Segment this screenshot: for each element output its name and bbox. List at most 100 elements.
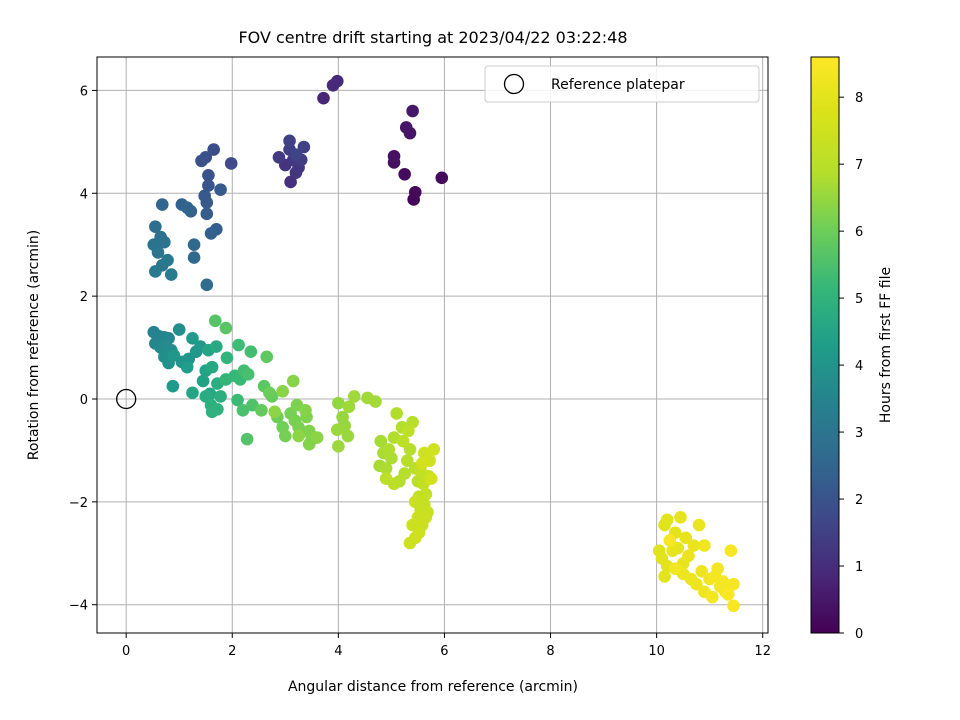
x-tick-label: 6 [440, 644, 448, 659]
data-point [241, 368, 255, 381]
data-point [151, 246, 165, 259]
x-tick-label: 0 [122, 644, 130, 659]
data-point [276, 384, 289, 398]
data-point [161, 253, 174, 267]
data-point [408, 185, 422, 199]
data-point [200, 278, 214, 292]
colorbar-tick-label: 7 [855, 158, 863, 173]
data-point [332, 396, 345, 410]
data-point [399, 121, 413, 134]
data-point [347, 390, 361, 403]
data-point [415, 456, 429, 470]
data-point [330, 423, 344, 437]
data-point [186, 386, 199, 400]
data-point [427, 443, 441, 456]
data-point [724, 544, 738, 558]
y-tick-label: 0 [80, 393, 88, 408]
data-point [682, 549, 695, 563]
data-point [687, 539, 701, 552]
data-point [155, 198, 169, 211]
data-point [379, 462, 393, 475]
data-point [187, 238, 201, 252]
data-point [666, 544, 679, 558]
data-point [403, 443, 417, 456]
data-point [204, 227, 218, 240]
colorbar-tick-label: 2 [855, 493, 863, 508]
data-point [424, 472, 438, 486]
data-point [214, 390, 227, 403]
data-point [149, 265, 162, 278]
data-point [286, 374, 300, 388]
data-point [149, 220, 162, 234]
data-point [205, 360, 219, 374]
data-point [207, 143, 220, 156]
legend-label: Reference platepar [551, 77, 685, 93]
y-tick-label: 2 [80, 290, 88, 305]
data-point [727, 577, 740, 591]
data-point [382, 443, 396, 456]
data-point [679, 531, 693, 545]
data-point [180, 360, 194, 374]
reference-platepar-marker [116, 388, 137, 410]
colorbar-tick-label: 5 [855, 292, 863, 307]
data-point [272, 150, 286, 164]
data-point [208, 314, 222, 328]
colorbar-ticks: 0 1 2 3 4 5 6 7 8 [839, 91, 863, 642]
data-point [195, 154, 208, 168]
data-point [369, 395, 382, 408]
y-tick-label: 6 [80, 84, 88, 99]
legend: Reference platepar [484, 65, 760, 103]
data-point [330, 74, 344, 88]
data-point [317, 91, 330, 105]
legend-box [484, 65, 760, 103]
data-point [180, 201, 194, 214]
data-point [220, 351, 234, 365]
data-point [403, 536, 417, 550]
colorbar-tick-label: 8 [855, 91, 863, 106]
data-point [263, 386, 276, 400]
data-point [706, 590, 719, 604]
x-axis-ticks: 0 2 4 6 8 10 12 [122, 633, 771, 659]
colorbar-tick-label: 4 [855, 359, 863, 374]
data-point [412, 526, 426, 540]
x-tick-label: 2 [228, 644, 236, 659]
data-point [419, 510, 433, 524]
data-point [231, 393, 244, 407]
data-point [660, 513, 674, 527]
data-point [210, 340, 223, 353]
data-point [332, 440, 345, 453]
data-point [292, 429, 305, 443]
data-point [255, 404, 268, 417]
data-point [158, 235, 171, 249]
data-point [167, 348, 181, 362]
data-point [398, 467, 411, 480]
colorbar [810, 56, 840, 634]
data-point [186, 332, 199, 345]
data-point [196, 374, 210, 388]
x-tick-label: 8 [546, 644, 554, 659]
data-point [279, 429, 292, 443]
y-axis-ticks: −4 −2 0 2 4 6 [69, 84, 97, 614]
data-point [721, 588, 735, 601]
data-point [187, 251, 201, 264]
data-point [244, 345, 258, 358]
x-tick-label: 4 [334, 644, 342, 659]
data-point [398, 167, 411, 181]
data-point [232, 338, 245, 352]
data-point [260, 350, 274, 364]
data-point [668, 562, 682, 576]
data-point [297, 140, 311, 154]
data-point [240, 432, 254, 446]
x-tick-label: 12 [754, 644, 771, 659]
y-tick-label: −2 [69, 496, 88, 511]
data-point [200, 196, 214, 209]
data-point [435, 171, 449, 185]
data-point [200, 207, 214, 221]
data-point [698, 539, 711, 552]
data-point [284, 175, 297, 189]
data-point [658, 570, 671, 583]
legend-marker [503, 73, 525, 95]
data-point [727, 599, 740, 613]
y-tick-label: 4 [80, 187, 88, 202]
data-point [268, 405, 281, 419]
